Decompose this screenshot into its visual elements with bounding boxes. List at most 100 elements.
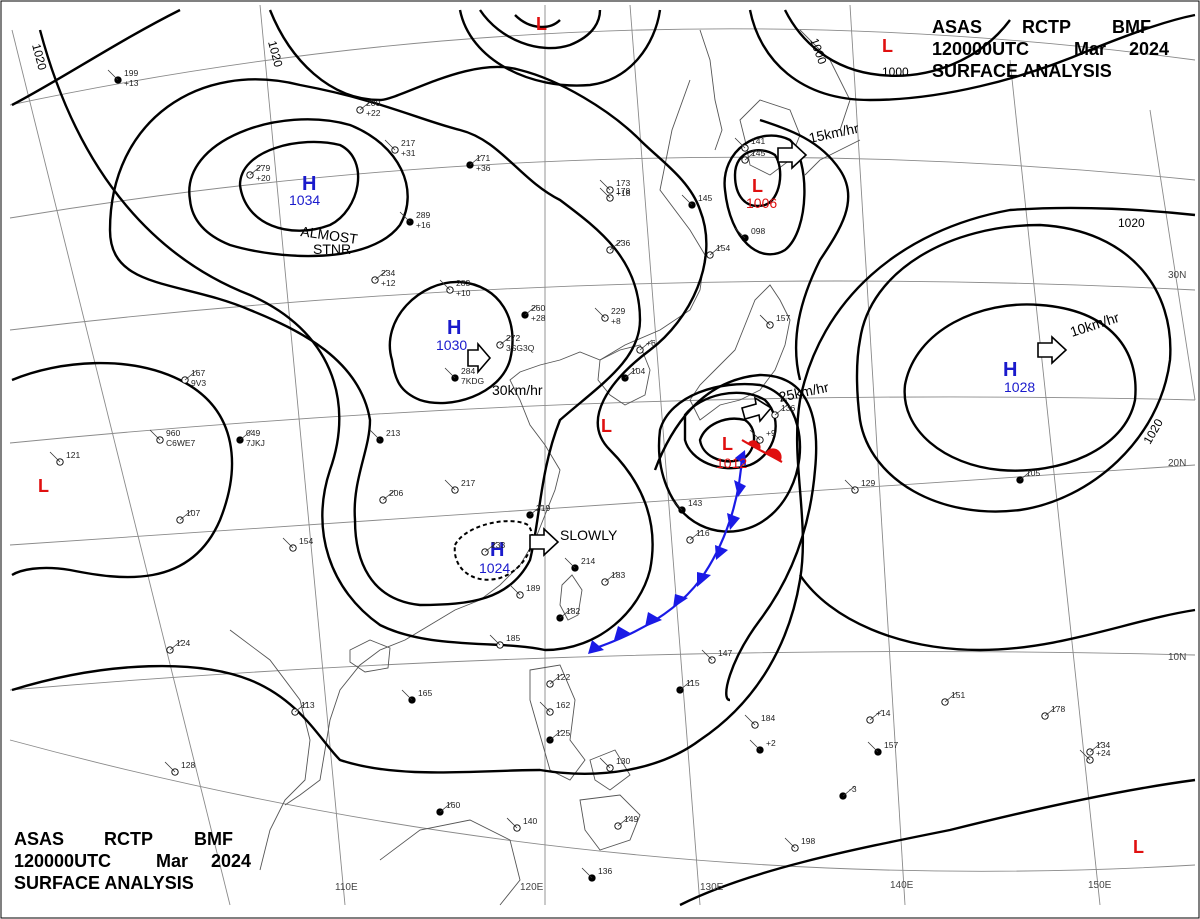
station-value: +31 [401,148,416,158]
wind-barb [701,649,713,661]
station-value: 145 [751,148,765,158]
coast-kurils [804,139,861,176]
station-value: +18 [616,188,631,198]
wind-barb [439,279,451,291]
isobar-japan-wide [759,118,850,381]
wind-barb [359,99,373,111]
station-value: 236 [616,238,630,248]
station-value: 107 [186,508,200,518]
isobar-1008-far [679,778,1196,907]
station-value: 049 [246,428,260,438]
station-value: +8 [611,316,621,326]
high-center-value: 1024 [479,560,510,576]
low-center-letter: L [38,476,49,496]
lon-line-140 [849,4,906,906]
station-value: 200 [366,98,380,108]
station-value: +13 [124,78,139,88]
wind-barb [179,509,193,521]
station-value: 272 [506,333,520,343]
isobar-north-low-2 [458,9,662,87]
high-center-value: 1028 [1004,379,1035,395]
wind-barb [604,571,618,583]
station-value: 140 [523,816,537,826]
lat-line-eq [9,739,1196,872]
motion-arrows [467,140,1068,557]
wind-barb [489,634,501,646]
station-value: 105 [1026,468,1040,478]
wind-barb [539,701,551,713]
isobar-north-low-1 [479,9,602,50]
station-value: 184 [761,713,775,723]
isobar-1024-outer [38,9,708,652]
wind-barb [282,537,294,549]
wind-barb [1044,705,1058,717]
wind-barb [759,314,771,326]
wind-barb [842,785,856,797]
motion-arrow-icon [741,396,773,423]
station-value: 229 [611,306,625,316]
wind-barb [384,139,396,151]
header-line-2: 120000UTC Mar 2024 [932,38,1169,60]
header-line-3: SURFACE ANALYSIS [14,873,194,893]
lon-label: 150E [1088,880,1112,891]
station-value: +28 [531,313,546,323]
isobar-left-loop [11,361,234,579]
wind-barb [1089,741,1103,753]
cold-front-tri [673,594,688,608]
wind-barb [774,404,788,416]
isobar-north-1000-a [783,9,1011,77]
station-value: 960 [166,428,180,438]
station-value: 121 [66,450,80,460]
wind-barb [239,429,253,441]
wind-barb [382,489,396,501]
isobar-1020-east-ring [855,223,1172,513]
header-agency: ASAS [932,17,983,37]
station-value: 183 [611,570,625,580]
station-value: 151 [951,690,965,700]
station-value: 113 [301,700,315,710]
wind-barb [1079,749,1091,761]
motion-label: ALMOST [300,223,360,247]
wind-barb [469,154,483,166]
station-value: +6 [646,338,656,348]
warm-front-arc [748,440,761,450]
header-center: RCTP [104,829,153,849]
station-value: 260 [531,303,545,313]
station-value: +22 [366,108,381,118]
station-value: 233 [491,540,505,550]
wind-barb [679,679,693,691]
station-value: 124 [176,638,190,648]
wind-barb [49,451,61,463]
lon-line-130 [629,4,701,906]
wind-barb [149,429,161,441]
header-month: Mar [156,851,189,871]
station-value: 217 [401,138,415,148]
wind-barb [509,584,521,596]
station-value: +14 [876,708,891,718]
station-value: 189 [526,583,540,593]
station-value: 185 [506,633,520,643]
wind-barb [599,757,611,769]
header-line-1: ASAS RCTP BMF [14,828,251,850]
wind-barb [689,529,703,541]
station-value: 173 [616,178,630,188]
lon-label: 130E [700,882,724,893]
station-value: 128 [181,760,195,770]
wind-barb [444,367,456,379]
cold-front-tri [697,572,711,587]
isobar-1026-big [108,78,642,607]
wind-barb [549,729,563,741]
wind-barb [744,714,756,726]
station-value: -3 [849,784,857,794]
station-value: +16 [416,220,431,230]
station-value: 9V3 [191,378,206,388]
station-value: 7KDG [461,376,484,386]
wind-barb [249,164,263,176]
lon-line-150 [1009,59,1101,906]
station-value: 167 [191,368,205,378]
lat-label: 10N [1168,652,1186,663]
high-center-value: 1030 [436,337,467,353]
isobar-north-low-3 [514,14,561,29]
lat-line-10n [9,651,1196,691]
